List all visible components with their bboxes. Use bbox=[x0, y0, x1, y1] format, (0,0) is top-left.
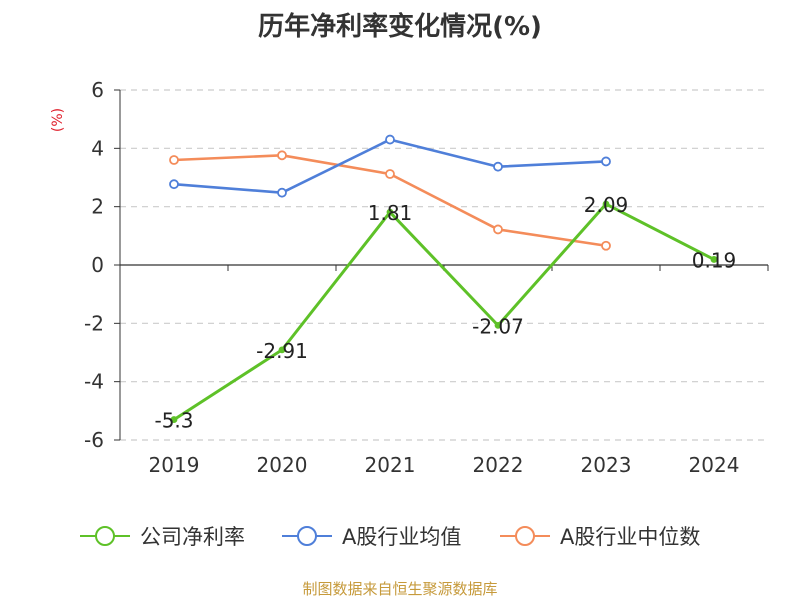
y-tick-label: -4 bbox=[84, 370, 104, 394]
grid-lines bbox=[120, 89, 768, 441]
series-point-0 bbox=[386, 208, 394, 216]
series-point-2 bbox=[277, 150, 287, 161]
y-tick-label: 4 bbox=[91, 136, 104, 160]
data-label: 0.19 bbox=[692, 248, 737, 272]
x-tick-label: 2023 bbox=[581, 453, 632, 477]
series-lines bbox=[169, 134, 718, 423]
data-label: 1.81 bbox=[368, 201, 413, 225]
legend-marker-net-margin bbox=[80, 526, 130, 546]
data-labels: -5.3 -2.91 1.81 -2.07 2.09 0.19 bbox=[154, 193, 736, 433]
chart-title: 历年净利率变化情况(%) bbox=[258, 12, 542, 42]
series-point-1 bbox=[385, 134, 395, 145]
x-tick-label: 2024 bbox=[689, 453, 740, 477]
series-point-1 bbox=[493, 161, 503, 172]
data-label: 2.09 bbox=[584, 193, 629, 217]
axes: 6 4 2 0 -2 -4 -6 2019 2020 2021 2022 2023 2024 bbox=[84, 78, 769, 477]
series-point-0 bbox=[278, 346, 286, 354]
y-tick-label: -2 bbox=[84, 311, 104, 335]
series-point-2 bbox=[493, 224, 503, 235]
series-line-1 bbox=[173, 138, 607, 194]
legend-item-industry-average[interactable]: A股行业均值 bbox=[282, 520, 461, 552]
series-line-0 bbox=[173, 202, 715, 421]
legend-label-industry-average: A股行业均值 bbox=[342, 525, 462, 549]
x-tick-label: 2020 bbox=[257, 453, 308, 477]
y-tick-label: 0 bbox=[91, 253, 104, 277]
series-point-2 bbox=[601, 240, 611, 251]
source-note: 制图数据来自恒生聚源数据库 bbox=[302, 580, 498, 598]
legend-item-net-margin[interactable]: 公司净利率 bbox=[80, 520, 245, 552]
legend-marker-industry-median bbox=[500, 526, 550, 546]
x-tick-label: 2019 bbox=[149, 453, 200, 477]
series-point-0 bbox=[602, 200, 610, 208]
series-point-1 bbox=[277, 187, 287, 198]
data-label: -5.3 bbox=[154, 409, 193, 433]
y-tick-label: 2 bbox=[91, 195, 104, 219]
legend: 公司净利率 A股行业均值 A股行业中位数 bbox=[0, 520, 800, 552]
x-tick-label: 2021 bbox=[365, 453, 416, 477]
legend-item-industry-median[interactable]: A股行业中位数 bbox=[500, 520, 700, 552]
y-tick-label: -6 bbox=[84, 428, 104, 452]
series-point-0 bbox=[494, 321, 502, 329]
legend-label-net-margin: 公司净利率 bbox=[140, 525, 245, 549]
x-tick-label: 2022 bbox=[473, 453, 524, 477]
series-point-2 bbox=[169, 155, 179, 165]
series-point-0 bbox=[170, 416, 178, 423]
legend-marker-industry-average bbox=[282, 526, 332, 546]
series-point-2 bbox=[385, 169, 395, 179]
y-tick-label: 6 bbox=[91, 78, 104, 102]
data-label: -2.07 bbox=[472, 314, 524, 338]
series-point-1 bbox=[601, 156, 611, 167]
data-label: -2.91 bbox=[256, 339, 308, 363]
legend-label-industry-median: A股行业中位数 bbox=[560, 525, 701, 549]
series-point-1 bbox=[169, 179, 179, 190]
series-point-0 bbox=[710, 256, 718, 263]
